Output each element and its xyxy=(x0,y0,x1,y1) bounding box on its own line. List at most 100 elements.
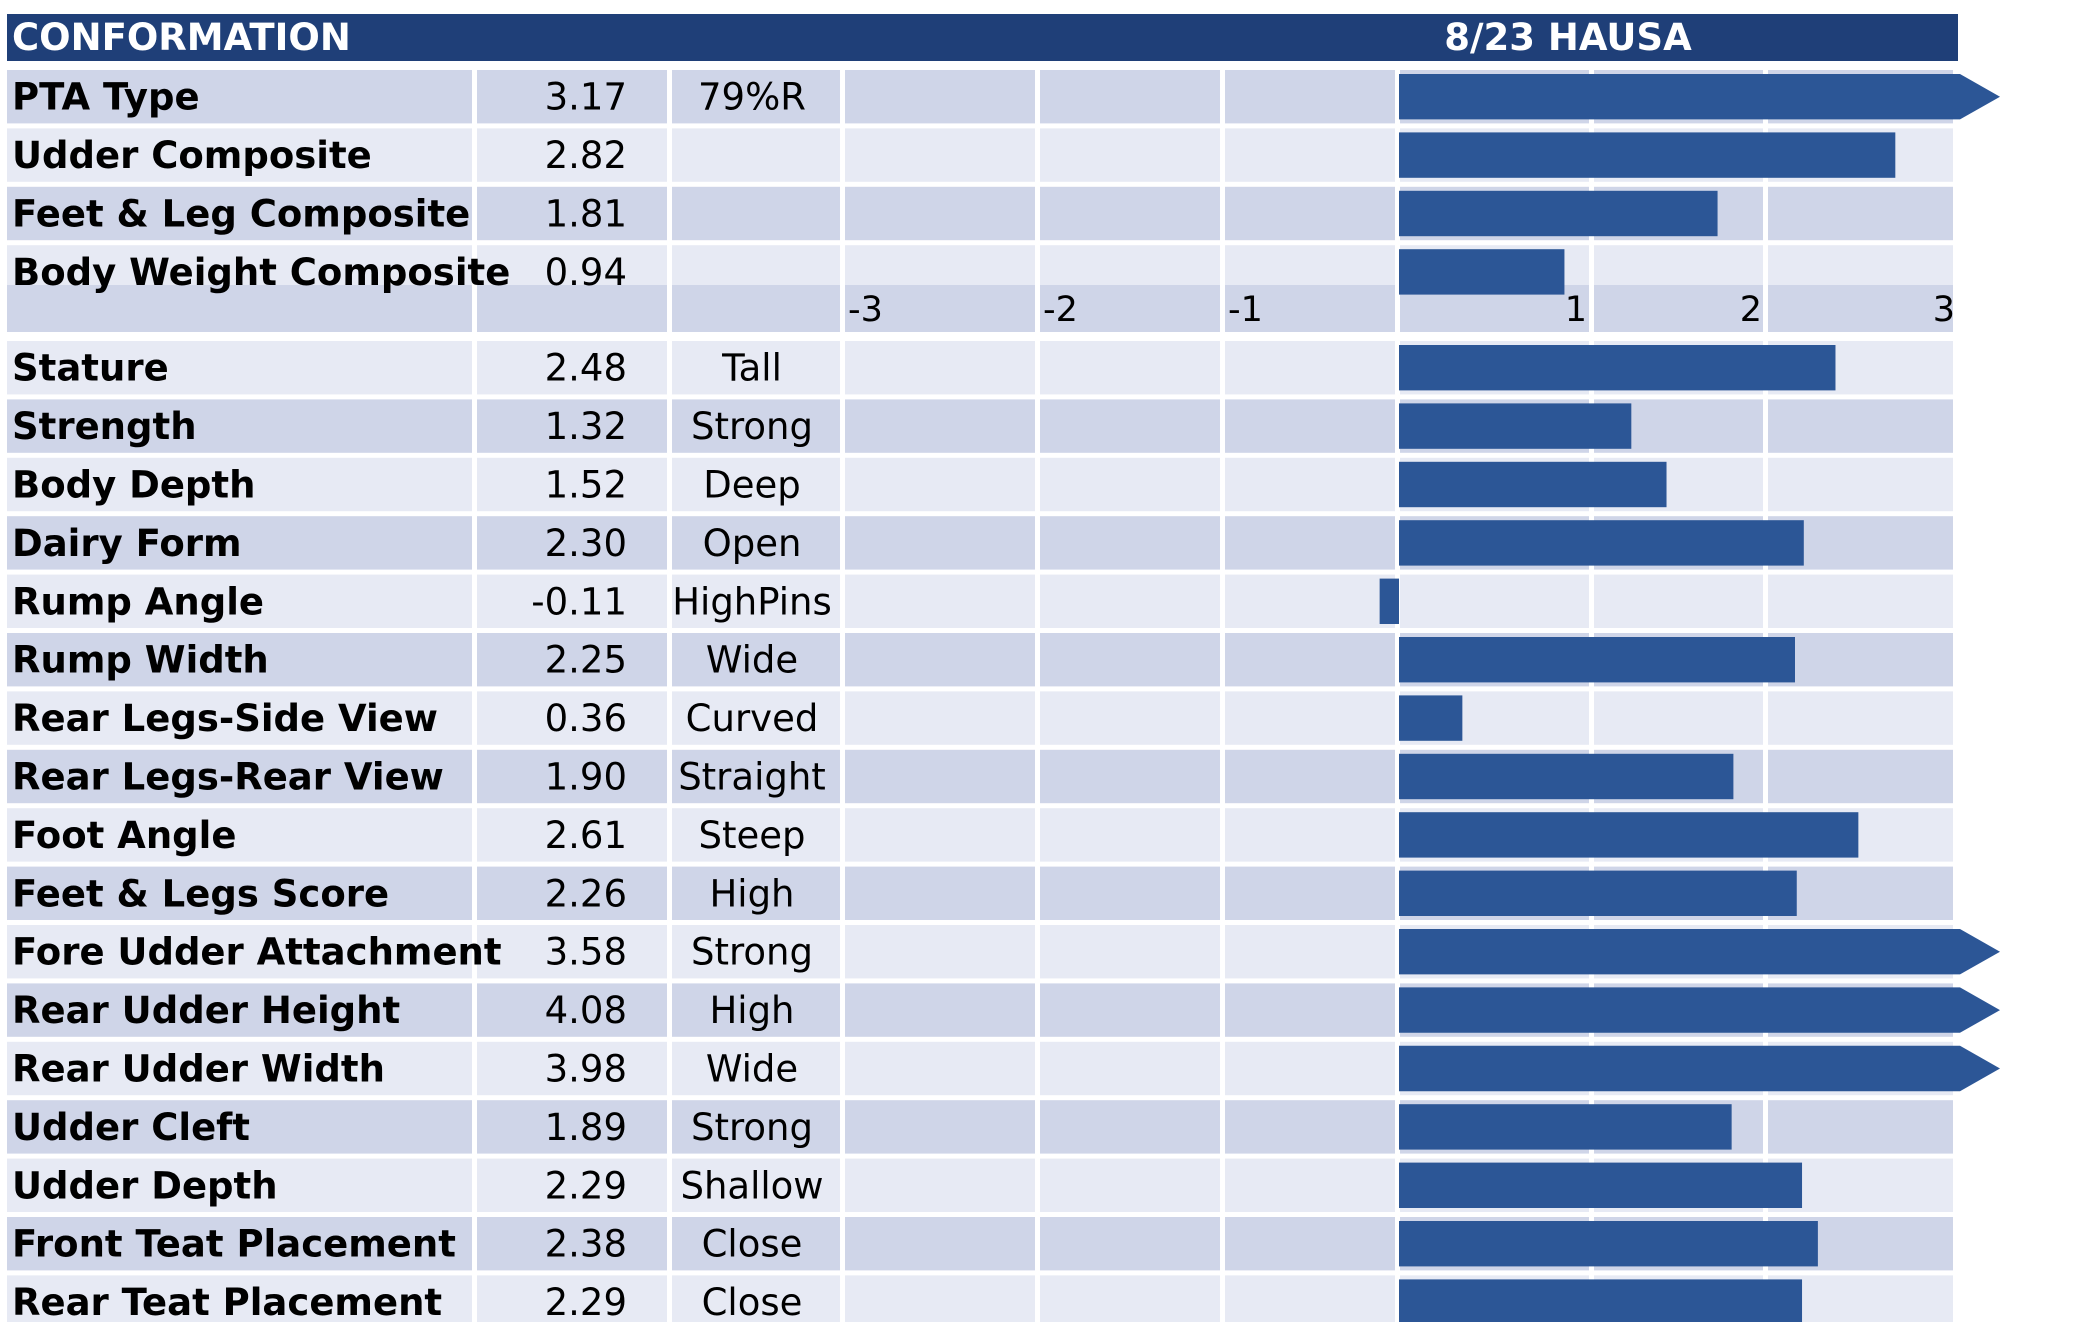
row-cell xyxy=(7,516,472,570)
row-value: 4.08 xyxy=(545,989,627,1032)
row-label: Rear Teat Placement xyxy=(12,1281,442,1322)
row-cell xyxy=(1768,1100,1953,1154)
row-note: Strong xyxy=(691,931,813,974)
row-cell xyxy=(1225,516,1395,570)
axis-tick-label: 2 xyxy=(1740,290,1762,330)
bar-stature xyxy=(1399,345,1836,391)
row-cell xyxy=(845,1158,1035,1212)
row-cell xyxy=(672,128,840,182)
row-cell xyxy=(1225,128,1395,182)
row-value: 2.29 xyxy=(545,1281,627,1322)
row-value: 0.36 xyxy=(545,697,627,740)
row-cell xyxy=(672,1041,840,1096)
bar-body-depth xyxy=(1399,461,1667,508)
bar-feet-legs-score xyxy=(1399,870,1797,916)
row-cell xyxy=(845,516,1035,570)
row-cell xyxy=(1040,341,1220,395)
bar-front-teat-placement xyxy=(1399,1221,1818,1267)
row-note: Steep xyxy=(698,814,805,857)
row-note: Open xyxy=(703,522,802,565)
row-cell xyxy=(1225,457,1395,512)
row-cell xyxy=(7,691,472,745)
row-note: Deep xyxy=(703,464,801,507)
row-cell xyxy=(845,1041,1035,1096)
row-cell xyxy=(672,457,840,512)
row-cell xyxy=(7,399,472,453)
bar-dairy-form xyxy=(1399,520,1804,566)
row-value: 2.26 xyxy=(545,872,627,915)
row-cell xyxy=(477,983,667,1037)
row-label: Dairy Form xyxy=(12,522,242,565)
row-label: PTA Type xyxy=(12,76,200,119)
row-cell xyxy=(1040,691,1220,745)
text-layer: CONFORMATION 8/23 HAUSA PTA Type 3.17 79%R… xyxy=(12,16,1955,1322)
row-cell xyxy=(1225,574,1395,628)
axis-tick-label: 1 xyxy=(1565,290,1587,330)
row-cell xyxy=(672,1275,840,1322)
row-cell xyxy=(845,128,1035,182)
row-cell xyxy=(1040,1041,1220,1096)
row-cell xyxy=(1040,516,1220,570)
row-label: Stature xyxy=(12,347,169,390)
row-cell xyxy=(1225,691,1395,745)
bar-rear-udder-height xyxy=(1399,987,2000,1033)
row-value: 3.58 xyxy=(545,931,627,974)
row-note: Shallow xyxy=(680,1164,823,1207)
row-cell xyxy=(672,1217,840,1271)
row-cell xyxy=(1040,70,1220,124)
bar-body-weight-composite xyxy=(1399,249,1565,295)
row-cell xyxy=(672,1100,840,1154)
row-cell xyxy=(1768,866,1953,920)
row-cell xyxy=(7,749,472,804)
row-cell xyxy=(7,574,472,628)
bar-feet-leg-composite xyxy=(1399,190,1718,237)
row-cell xyxy=(477,808,667,862)
row-value: 1.32 xyxy=(545,405,627,448)
row-value: 2.29 xyxy=(545,1164,627,1207)
axis-tick-label: 3 xyxy=(1933,290,1955,330)
row-value: 1.52 xyxy=(545,464,627,507)
row-label: Foot Angle xyxy=(12,814,236,857)
row-cell xyxy=(1768,633,1953,687)
row-label: Rump Angle xyxy=(12,580,264,623)
row-cell xyxy=(1225,1158,1395,1212)
row-cell xyxy=(845,749,1035,804)
axis-cell xyxy=(1594,285,1763,332)
row-cell xyxy=(672,70,840,124)
row-value: 1.90 xyxy=(545,756,627,799)
axis-cell xyxy=(1768,285,1953,332)
row-note: High xyxy=(709,989,794,1032)
axis-cell xyxy=(1040,285,1220,332)
row-cell xyxy=(7,128,472,182)
row-note: 79%R xyxy=(698,76,806,119)
row-value: 2.25 xyxy=(545,639,627,682)
row-cell xyxy=(845,341,1035,395)
row-cell xyxy=(1040,1158,1220,1212)
row-label: Front Teat Placement xyxy=(12,1223,456,1266)
row-value: 0.94 xyxy=(545,251,627,294)
row-value: 2.61 xyxy=(545,814,627,857)
bar-rump-width xyxy=(1399,637,1795,683)
row-value: 1.89 xyxy=(545,1106,627,1149)
row-cell xyxy=(7,925,472,979)
row-cell xyxy=(672,574,840,628)
row-label: Udder Cleft xyxy=(12,1106,250,1149)
row-note: Tall xyxy=(721,347,782,390)
row-cell xyxy=(845,691,1035,745)
row-cell xyxy=(672,983,840,1037)
row-note: Curved xyxy=(686,697,819,740)
row-cell xyxy=(1225,808,1395,862)
bar-layer xyxy=(1379,74,2000,1322)
row-cell xyxy=(845,1217,1035,1271)
row-label: Body Depth xyxy=(12,464,255,507)
row-note: Wide xyxy=(706,1048,798,1091)
row-note: High xyxy=(709,872,794,915)
row-cell xyxy=(1040,457,1220,512)
bar-foot-angle xyxy=(1399,812,1859,858)
row-cell xyxy=(1225,925,1395,979)
row-cell xyxy=(845,808,1035,862)
row-cell xyxy=(477,633,667,687)
row-cell xyxy=(477,341,667,395)
row-cell xyxy=(477,1158,667,1212)
chart-subtitle: 8/23 HAUSA xyxy=(1444,16,1692,59)
